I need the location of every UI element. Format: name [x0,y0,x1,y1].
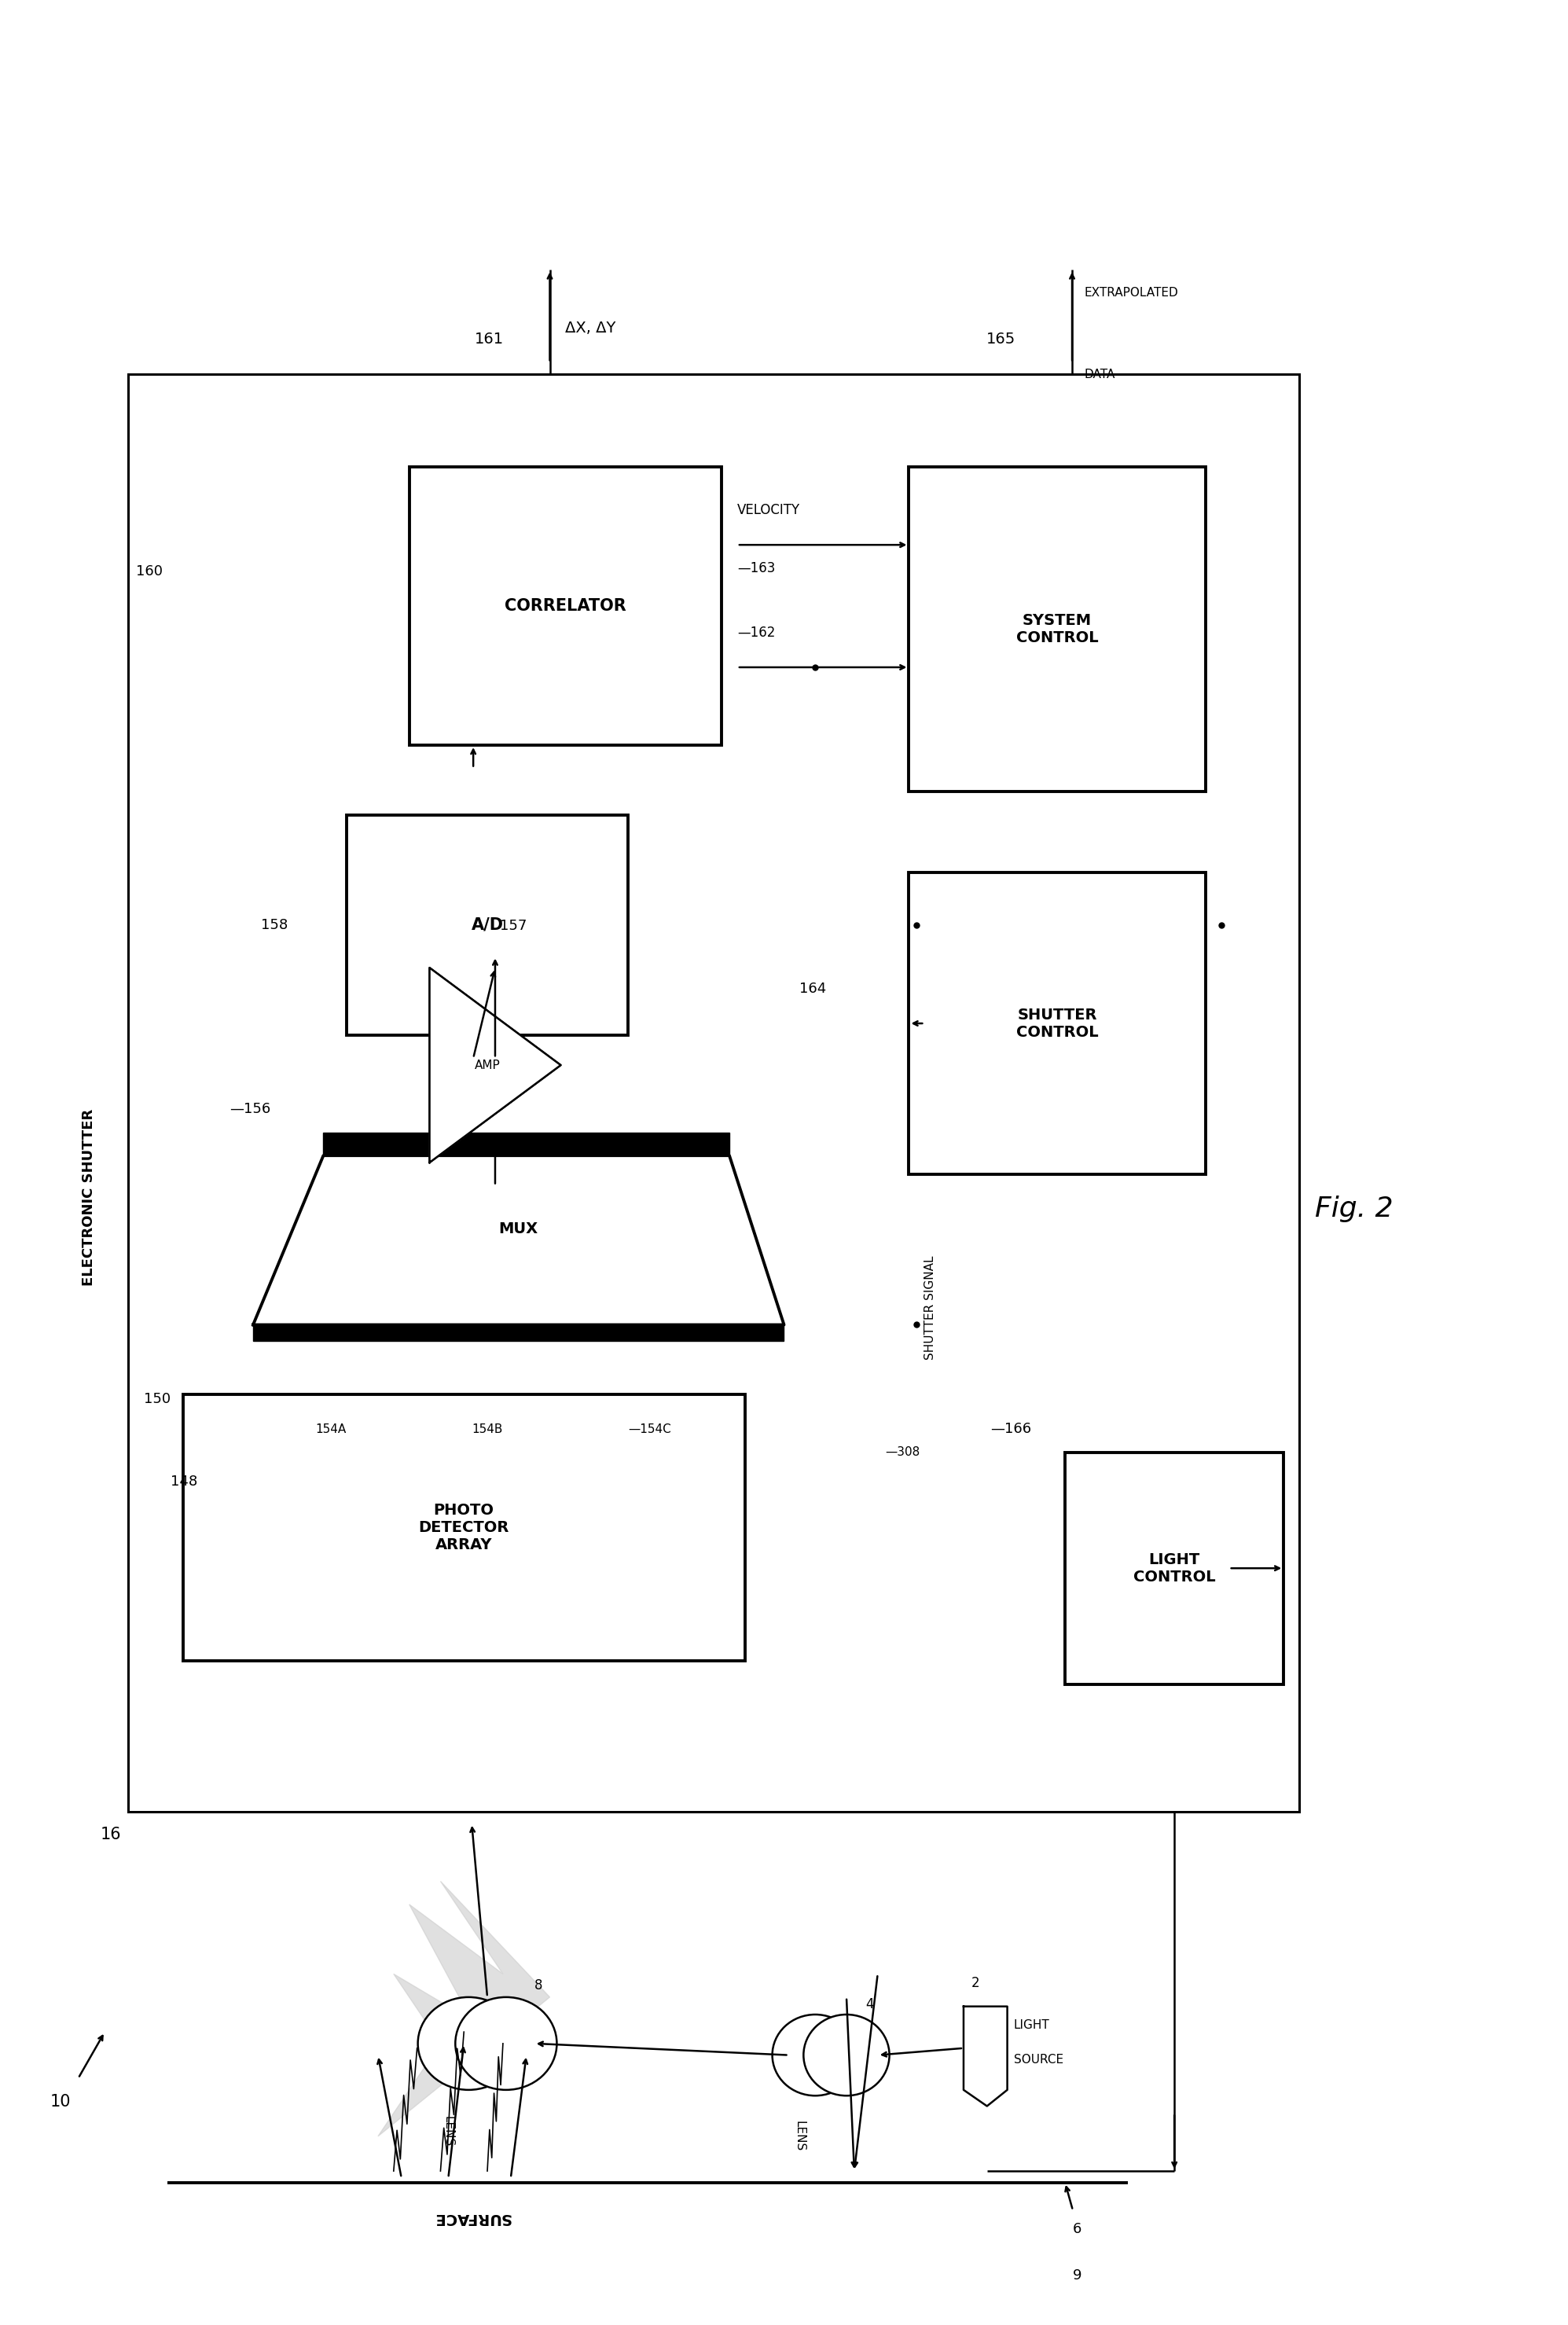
Text: 154B: 154B [472,1423,503,1435]
Text: SHUTTER
CONTROL: SHUTTER CONTROL [1016,1007,1098,1039]
Text: LENS: LENS [793,2120,806,2151]
Text: 4: 4 [866,1997,873,2011]
Text: SOURCE: SOURCE [1013,2053,1063,2065]
Text: ELECTRONIC SHUTTER: ELECTRONIC SHUTTER [82,1109,96,1286]
Text: —166: —166 [989,1423,1032,1437]
Ellipse shape [773,2013,858,2095]
Text: 160: 160 [136,565,163,579]
Text: PHOTO
DETECTOR
ARRAY: PHOTO DETECTOR ARRAY [419,1502,510,1553]
Text: LENS: LENS [442,2116,455,2146]
Text: 161: 161 [475,332,503,346]
Text: 150: 150 [144,1393,171,1407]
Text: —163: —163 [737,560,775,574]
Text: CORRELATOR: CORRELATOR [505,598,626,614]
Text: 154A: 154A [315,1423,347,1435]
Text: AMP: AMP [475,1060,500,1072]
Polygon shape [430,967,561,1162]
Text: SYSTEM
CONTROL: SYSTEM CONTROL [1016,614,1098,646]
Ellipse shape [455,1997,557,2090]
FancyBboxPatch shape [183,1395,745,1660]
Text: 148: 148 [171,1474,198,1488]
Text: ΔX, ΔY: ΔX, ΔY [566,321,616,335]
Text: 10: 10 [50,2093,71,2109]
Ellipse shape [417,1997,519,2090]
Text: 16: 16 [100,1827,121,1844]
Text: 158: 158 [260,918,289,932]
Text: SHUTTER SIGNAL: SHUTTER SIGNAL [925,1256,936,1360]
Text: SURFACE: SURFACE [433,2211,511,2225]
Text: 6: 6 [1073,2223,1082,2237]
Text: 9: 9 [1073,2269,1082,2283]
Text: A/D: A/D [472,916,503,932]
Polygon shape [378,1881,550,2137]
Polygon shape [252,1325,784,1342]
Ellipse shape [803,2013,889,2095]
FancyBboxPatch shape [909,872,1206,1174]
Text: —308: —308 [886,1446,920,1458]
Text: —156: —156 [229,1102,271,1116]
Text: LIGHT: LIGHT [1013,2018,1049,2030]
Text: 157: 157 [500,918,527,932]
FancyBboxPatch shape [909,467,1206,790]
Text: Fig. 2: Fig. 2 [1316,1195,1394,1223]
Text: LIGHT
CONTROL: LIGHT CONTROL [1134,1553,1215,1583]
Text: DATA: DATA [1085,367,1115,379]
FancyBboxPatch shape [129,374,1300,1811]
Text: 8: 8 [535,1979,543,1993]
Text: 164: 164 [800,981,826,995]
Text: 2: 2 [971,1976,980,1990]
Text: EXTRAPOLATED: EXTRAPOLATED [1085,288,1179,300]
Text: —154C: —154C [627,1423,671,1435]
Polygon shape [323,1132,729,1156]
FancyBboxPatch shape [1065,1453,1284,1683]
FancyBboxPatch shape [347,814,627,1035]
Text: VELOCITY: VELOCITY [737,502,800,516]
Text: 165: 165 [986,332,1016,346]
Text: MUX: MUX [499,1221,538,1237]
Text: —162: —162 [737,625,775,639]
FancyBboxPatch shape [409,467,721,746]
